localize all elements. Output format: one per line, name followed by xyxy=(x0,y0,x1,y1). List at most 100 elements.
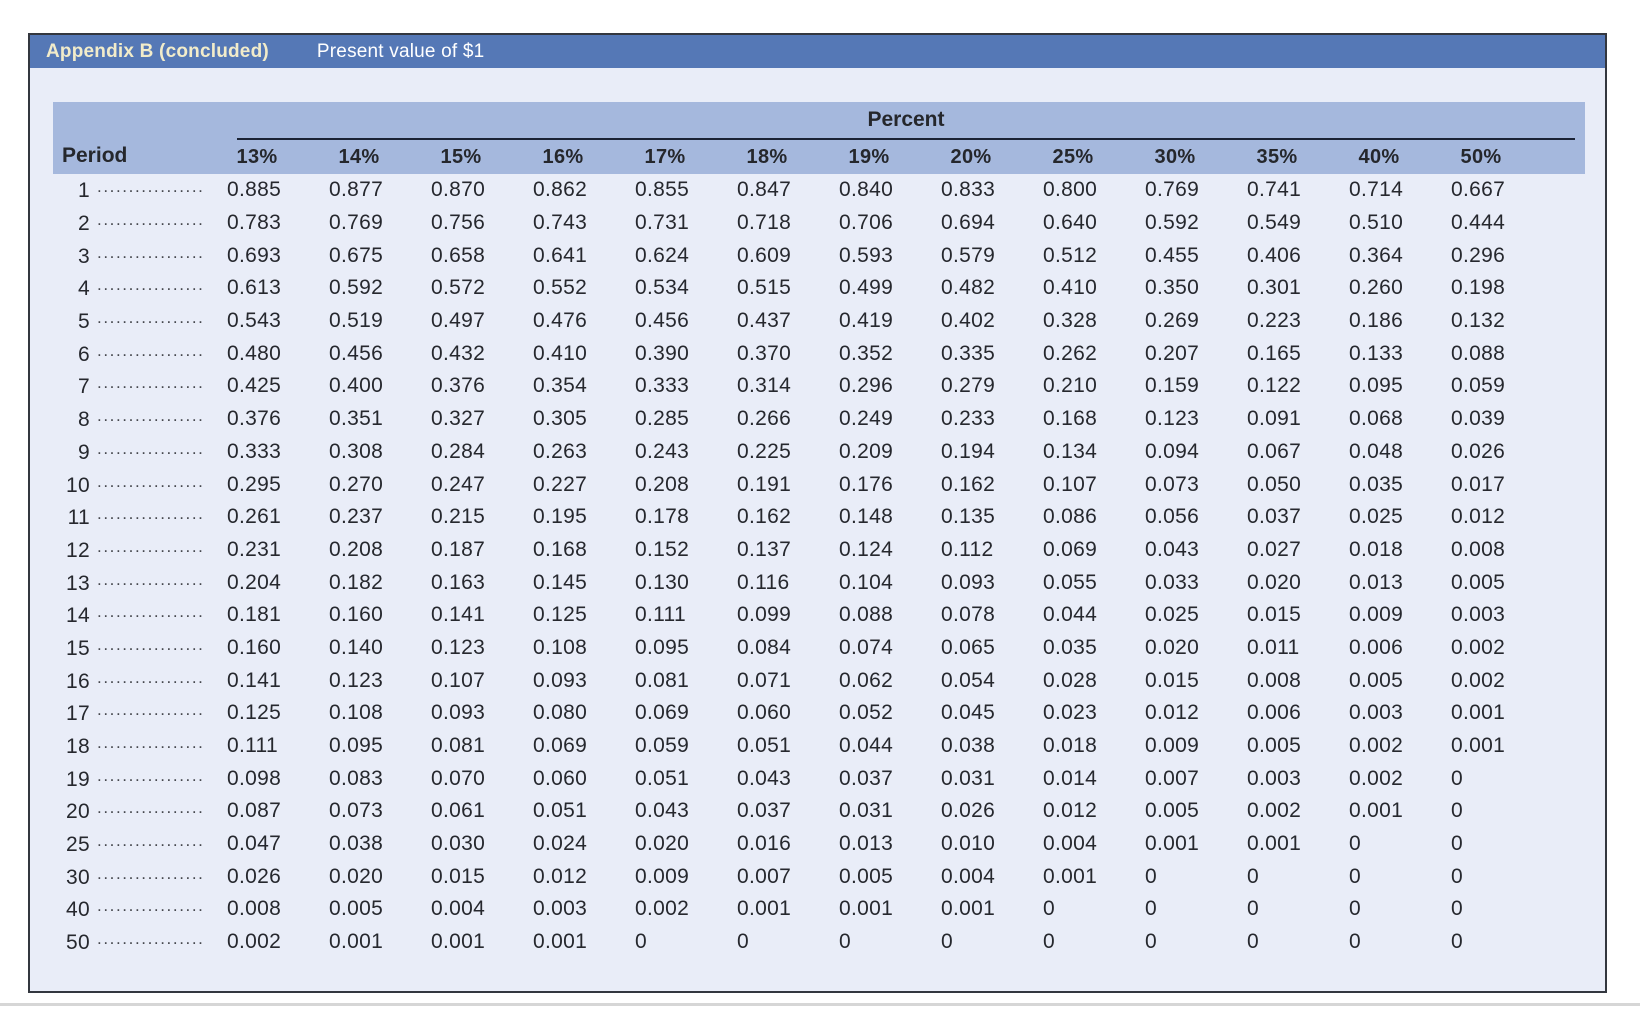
period-number: 12 xyxy=(66,538,90,562)
pv-factor-cell: 0.033 xyxy=(1145,570,1200,594)
pv-factor-cell: 0.012 xyxy=(533,864,588,888)
pv-factor-cell: 0.370 xyxy=(737,341,792,365)
pv-factor-cell: 0.043 xyxy=(737,766,792,790)
pv-factor-cell: 0.005 xyxy=(1247,734,1302,758)
pv-factor-cell: 0.497 xyxy=(431,309,486,333)
pv-factor-cell: 0.266 xyxy=(737,407,792,431)
pv-factor-cell: 0.009 xyxy=(635,864,690,888)
leader-dots: ...................................... xyxy=(97,634,205,654)
pv-factor-cell: 0.003 xyxy=(1349,701,1404,725)
pv-factor-cell: 0.269 xyxy=(1145,309,1200,333)
pv-factor-cell: 0.456 xyxy=(635,309,690,333)
table-row-period-40: 40......................................… xyxy=(53,893,1585,926)
table-row-period-20: 20......................................… xyxy=(53,795,1585,828)
pv-factor-cell: 0.039 xyxy=(1451,407,1506,431)
pv-factor-cell: 0.130 xyxy=(635,570,690,594)
pv-factor-cell: 0.028 xyxy=(1043,668,1098,692)
pv-factor-cell: 0.210 xyxy=(1043,374,1098,398)
pv-factor-cell: 0.455 xyxy=(1145,243,1200,267)
rate-header-label: 25% xyxy=(1052,145,1094,168)
pv-factor-cell: 0.015 xyxy=(1145,668,1200,692)
pv-factor-cell: 0.108 xyxy=(329,701,384,725)
pv-factor-cell: 0.037 xyxy=(737,799,792,823)
period-cell: 7...................................... xyxy=(53,370,217,403)
pv-factor-cell: 0.088 xyxy=(839,603,894,627)
pv-factor-cell: 0.069 xyxy=(533,734,588,758)
pv-factor-cell: 0.215 xyxy=(431,505,486,529)
pv-factor-cell: 0.335 xyxy=(941,341,996,365)
leader-dots: ...................................... xyxy=(97,536,205,556)
pv-factor-cell: 0.354 xyxy=(533,374,588,398)
period-number: 18 xyxy=(66,735,90,759)
pv-factor-cell: 0.262 xyxy=(1043,341,1098,365)
pv-factor-cell: 0.376 xyxy=(431,374,486,398)
pv-factor-cell: 0 xyxy=(839,930,851,954)
rate-header-label: 20% xyxy=(950,145,992,168)
pv-factor-cell: 0.885 xyxy=(227,178,282,202)
pv-factor-cell: 0.123 xyxy=(329,668,384,692)
pv-factor-cell: 0.658 xyxy=(431,243,486,267)
pv-factor-cell: 0 xyxy=(1349,897,1361,921)
rate-header-30: 30% xyxy=(1135,140,1237,174)
pv-factor-cell: 0.410 xyxy=(1043,276,1098,300)
table-row-period-11: 11......................................… xyxy=(53,501,1585,534)
pv-factor-cell: 0.284 xyxy=(431,439,486,463)
pv-factor-cell: 0.069 xyxy=(635,701,690,725)
leader-dots: ...................................... xyxy=(97,863,205,883)
pv-factor-cell: 0.510 xyxy=(1349,211,1404,235)
table-row-period-13: 13......................................… xyxy=(53,566,1585,599)
pv-factor-cell: 0.020 xyxy=(329,864,384,888)
leader-dots: ...................................... xyxy=(97,667,205,687)
pv-factor-cell: 0.476 xyxy=(533,309,588,333)
pv-factor-cell: 0.008 xyxy=(227,897,282,921)
leader-dots: ...................................... xyxy=(97,438,205,458)
period-cell: 6...................................... xyxy=(53,337,217,370)
pv-factor-cell: 0.108 xyxy=(533,635,588,659)
table-row-period-3: 3...................................... 0… xyxy=(53,239,1585,272)
pv-factor-cell: 0.009 xyxy=(1349,603,1404,627)
pv-factor-cell: 0.093 xyxy=(941,570,996,594)
pv-factor-cell: 0.074 xyxy=(839,635,894,659)
appendix-table-panel: Appendix B (concluded) Present value of … xyxy=(28,33,1607,993)
rate-header-label: 18% xyxy=(746,145,788,168)
leader-dots: ...................................... xyxy=(97,831,205,851)
pv-factor-cell: 0.783 xyxy=(227,211,282,235)
pv-factor-cell: 0.613 xyxy=(227,276,282,300)
pv-factor-cell: 0 xyxy=(1451,799,1463,823)
table-row-period-50: 50......................................… xyxy=(53,926,1585,959)
rate-header-20: 20% xyxy=(931,140,1033,174)
pv-factor-cell: 0.364 xyxy=(1349,243,1404,267)
pv-factor-cell: 0.002 xyxy=(1349,766,1404,790)
table-row-period-16: 16......................................… xyxy=(53,664,1585,697)
pv-factor-cell: 0.002 xyxy=(1349,734,1404,758)
period-cell: 9...................................... xyxy=(53,436,217,469)
percent-group-rule: Percent xyxy=(237,108,1575,140)
pv-factor-cell: 0.023 xyxy=(1043,701,1098,725)
pv-factor-cell: 0.515 xyxy=(737,276,792,300)
period-cell: 3...................................... xyxy=(53,239,217,272)
present-value-table-wrapper: Period Percent 13% 14% 15% 16% 17% 18% 19% 20% 2… xyxy=(30,68,1605,959)
pv-factor-cell: 0 xyxy=(1043,930,1055,954)
pv-factor-cell: 0.067 xyxy=(1247,439,1302,463)
pv-factor-cell: 0.001 xyxy=(431,930,486,954)
pv-factor-cell: 0.162 xyxy=(737,505,792,529)
pv-factor-cell: 0 xyxy=(941,930,953,954)
pv-factor-cell: 0.444 xyxy=(1451,211,1506,235)
pv-factor-cell: 0.296 xyxy=(1451,243,1506,267)
rate-header-40: 40% xyxy=(1339,140,1441,174)
pv-factor-cell: 0.004 xyxy=(1043,832,1098,856)
pv-factor-cell: 0.050 xyxy=(1247,472,1302,496)
pv-factor-cell: 0 xyxy=(1349,930,1361,954)
pv-factor-cell: 0.078 xyxy=(941,603,996,627)
pv-factor-cell: 0.012 xyxy=(1145,701,1200,725)
rate-header-label: 30% xyxy=(1154,145,1196,168)
pv-factor-cell: 0.168 xyxy=(533,537,588,561)
table-row-period-10: 10......................................… xyxy=(53,468,1585,501)
pv-factor-cell: 0.026 xyxy=(941,799,996,823)
pv-factor-cell: 0 xyxy=(1451,930,1463,954)
pv-factor-cell: 0.051 xyxy=(533,799,588,823)
pv-factor-cell: 0.231 xyxy=(227,537,282,561)
pv-factor-cell: 0.209 xyxy=(839,439,894,463)
pv-factor-cell: 0.406 xyxy=(1247,243,1302,267)
pv-factor-cell: 0.225 xyxy=(737,439,792,463)
